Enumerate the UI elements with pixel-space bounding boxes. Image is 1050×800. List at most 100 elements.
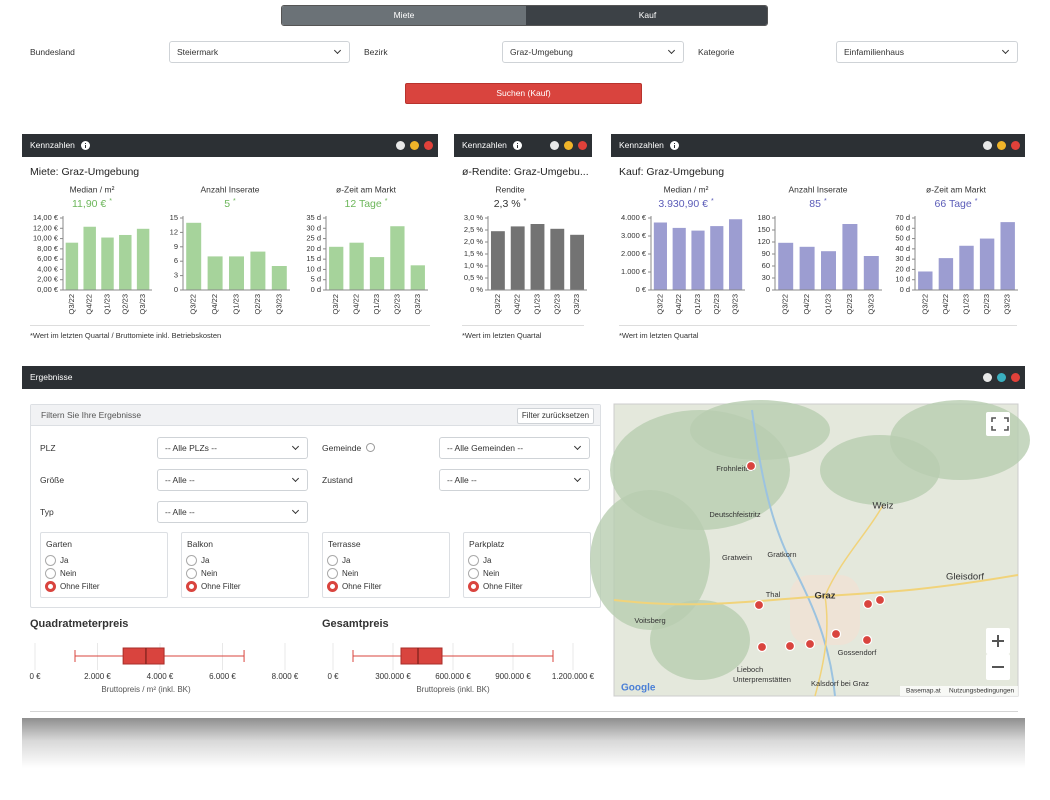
- map-marker[interactable]: [830, 628, 842, 640]
- panel-header-title: Kennzahlen: [30, 140, 75, 150]
- bar: [349, 242, 364, 290]
- bar: [918, 271, 933, 290]
- zoom-in[interactable]: [986, 628, 1010, 654]
- filter-box-header: [31, 405, 600, 426]
- map-marker[interactable]: [784, 640, 796, 652]
- x-tick-label: Q4/22: [674, 294, 683, 314]
- y-tick-label: 2.000 €: [621, 249, 647, 258]
- map-marker[interactable]: [874, 594, 886, 606]
- radio-button[interactable]: [186, 555, 197, 566]
- panel-footnote: *Wert im letzten Quartal: [619, 331, 699, 340]
- x-tick-label: Q3/22: [67, 294, 76, 314]
- filter-select[interactable]: Graz-Umgebung: [502, 41, 684, 63]
- map-marker[interactable]: [745, 460, 757, 472]
- panel-header: Kennzahlen: [454, 134, 592, 157]
- radio-button[interactable]: [468, 568, 479, 579]
- bar: [207, 256, 223, 290]
- result-select[interactable]: -- Alle --: [157, 469, 308, 491]
- expand-button[interactable]: [983, 141, 992, 150]
- note-marker: *: [109, 198, 112, 205]
- radio-button[interactable]: [186, 568, 197, 579]
- chevron: [1001, 46, 1010, 55]
- radio-label: Nein: [483, 569, 500, 578]
- box: [122, 647, 165, 665]
- place-label: Thal: [766, 590, 781, 599]
- expand-button[interactable]: [983, 373, 992, 382]
- bar: [530, 224, 545, 290]
- x-tick-label: Q3/22: [331, 294, 340, 314]
- chart-title: Anzahl Inserate: [788, 184, 847, 194]
- road: [613, 574, 1019, 606]
- radio-button[interactable]: [327, 568, 338, 579]
- kpi-value: 3.930,90 €: [658, 198, 708, 210]
- bar: [653, 222, 667, 290]
- map-marker[interactable]: [862, 598, 874, 610]
- filter-select[interactable]: Einfamilienhaus: [836, 41, 1018, 63]
- attribution: Basemap.at: [906, 688, 941, 695]
- x-tick-label: Q4/22: [210, 294, 219, 314]
- fullscreen-button[interactable]: [986, 412, 1010, 436]
- map-marker[interactable]: [753, 599, 765, 611]
- x-tick-label: Q4/22: [352, 294, 361, 314]
- result-select[interactable]: -- Alle --: [439, 469, 590, 491]
- kpi-value: 66 Tage: [935, 198, 972, 210]
- close-button[interactable]: [578, 141, 587, 150]
- reset-button[interactable]: Filter zurücksetzen: [517, 408, 594, 424]
- y-tick-label: 12,00 €: [33, 223, 59, 232]
- radio-button[interactable]: [468, 555, 479, 566]
- radio-button[interactable]: [327, 555, 338, 566]
- radio-button[interactable]: [45, 581, 56, 592]
- panel-separator: [619, 325, 1017, 326]
- zoom-out[interactable]: [986, 654, 1010, 680]
- radio-button[interactable]: [327, 581, 338, 592]
- radio-label: Nein: [60, 569, 77, 578]
- close-button[interactable]: [1011, 373, 1020, 382]
- expand-button[interactable]: [550, 141, 559, 150]
- minimize-button[interactable]: [997, 141, 1006, 150]
- map-marker[interactable]: [756, 641, 768, 653]
- search-button[interactable]: Suchen (Kauf): [405, 83, 642, 104]
- select-value: Graz-Umgebung: [510, 47, 573, 57]
- forest: [820, 435, 940, 505]
- radio-label: Ja: [342, 556, 351, 565]
- y-tick-label: 50 d: [895, 234, 910, 243]
- result-select[interactable]: -- Alle Gemeinden --: [439, 437, 590, 459]
- x-tick-label: 0 €: [327, 672, 339, 681]
- tab-kauf[interactable]: Kauf: [526, 6, 767, 25]
- select-value: Einfamilienhaus: [844, 47, 905, 57]
- minimize-button[interactable]: [564, 141, 573, 150]
- close-button[interactable]: [1011, 141, 1020, 150]
- radio-button[interactable]: [45, 555, 56, 566]
- map-marker[interactable]: [861, 634, 873, 646]
- x-tick-label: 900.000 €: [495, 672, 531, 681]
- info-icon: [366, 443, 375, 452]
- tab-miete[interactable]: Miete: [282, 6, 526, 25]
- y-tick-label: 150: [757, 225, 770, 234]
- radio-label: Ja: [483, 556, 492, 565]
- radio-button[interactable]: [186, 581, 197, 592]
- road: [824, 504, 884, 597]
- radio-group: Garten Ja Nein Ohne Filter: [40, 532, 168, 598]
- minimize-button[interactable]: [997, 373, 1006, 382]
- radio-button[interactable]: [468, 581, 479, 592]
- result-select[interactable]: -- Alle --: [157, 501, 308, 523]
- chart-subtitle: 11,90 € *: [72, 198, 112, 210]
- panel-header: Kennzahlen: [22, 134, 438, 157]
- place-label: Gratkorn: [767, 550, 796, 559]
- note-marker: *: [975, 198, 978, 205]
- x-tick-label: Q3/22: [920, 294, 929, 314]
- close-button[interactable]: [424, 141, 433, 150]
- place-label: Kalsdorf bei Graz: [811, 679, 869, 688]
- map-marker[interactable]: [804, 638, 816, 650]
- minimize-button[interactable]: [410, 141, 419, 150]
- expand-button[interactable]: [396, 141, 405, 150]
- filter-select[interactable]: Steiermark: [169, 41, 350, 63]
- forest: [590, 490, 710, 630]
- bar: [1000, 222, 1015, 290]
- bar: [101, 237, 114, 290]
- panel-title: Miete: Graz-Umgebung: [30, 166, 140, 178]
- radio-button[interactable]: [45, 568, 56, 579]
- result-select[interactable]: -- Alle PLZs --: [157, 437, 308, 459]
- bar: [691, 230, 705, 290]
- x-tick-label: Q1/23: [372, 294, 381, 314]
